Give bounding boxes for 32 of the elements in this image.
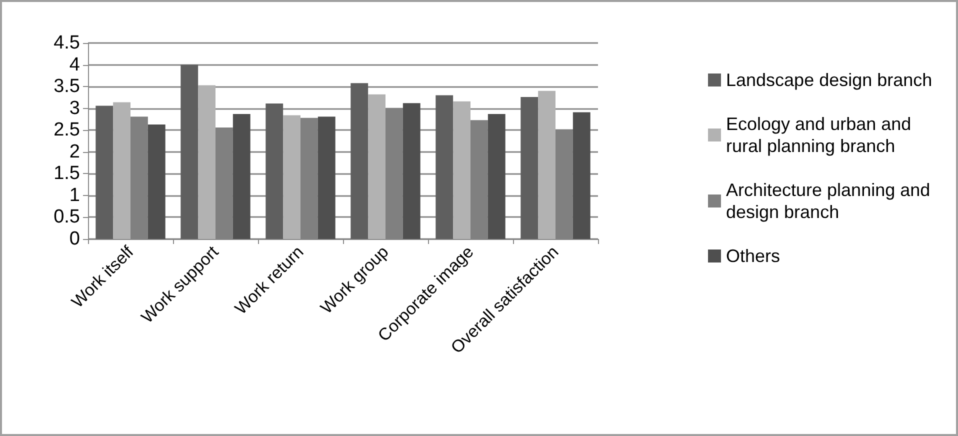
legend-label: Architecture planning and design branch — [726, 180, 936, 222]
bar — [198, 85, 216, 239]
y-tick-label: 4.5 — [54, 32, 80, 54]
bar — [538, 90, 556, 239]
y-tick-label: 0.5 — [54, 206, 80, 228]
bar — [283, 115, 300, 239]
legend-label: Landscape design branch — [726, 70, 932, 90]
bar — [96, 106, 114, 239]
bar — [113, 102, 130, 239]
bar — [266, 104, 284, 239]
bar — [572, 112, 590, 239]
legend-label: Ecology and urban and rural planning branch — [726, 114, 916, 156]
bar — [368, 94, 386, 239]
y-tick-label: 2 — [69, 141, 80, 162]
y-tick-label: 0 — [69, 228, 80, 250]
legend-label: Others — [726, 246, 780, 266]
bar — [453, 101, 470, 239]
bar — [520, 97, 538, 239]
y-tick-label: 1 — [69, 184, 80, 206]
bar — [402, 103, 420, 239]
y-tick-label: 3.5 — [54, 76, 80, 98]
bar — [180, 64, 198, 239]
bar — [148, 124, 166, 239]
bar — [488, 114, 506, 239]
bar — [350, 83, 368, 239]
bar — [436, 95, 454, 239]
bar — [232, 114, 250, 239]
y-tick-label: 1.5 — [54, 163, 80, 184]
bar — [318, 116, 336, 239]
y-tick-label: 2.5 — [54, 120, 80, 141]
y-tick-label: 3 — [69, 98, 80, 119]
y-tick-label: 4 — [69, 54, 80, 76]
